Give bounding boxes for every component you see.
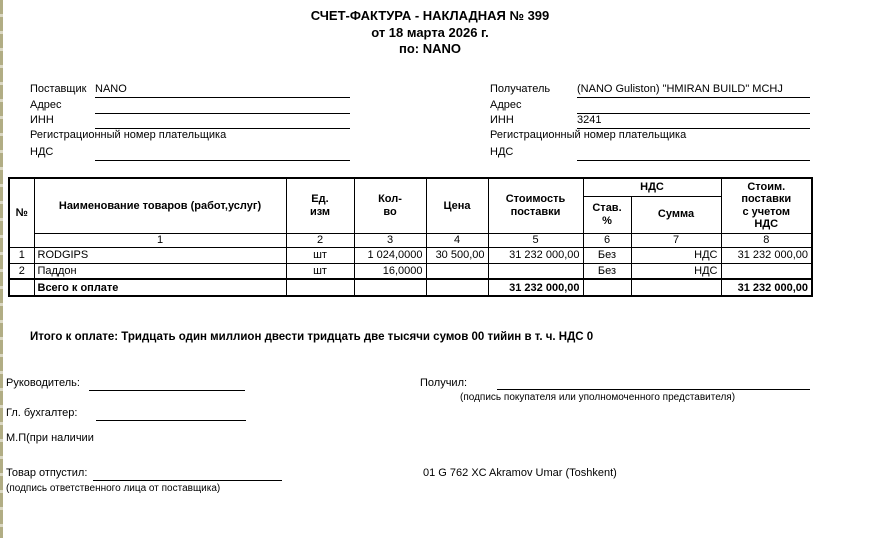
cell-qty: 16,0000 — [353, 262, 427, 280]
released-by-value: 01 G 762 XC Akramov Umar (Toshkent) — [423, 467, 617, 479]
document-title: СЧЕТ-ФАКТУРА - НАКЛАДНАЯ № 399 — [310, 8, 550, 23]
total-label: Всего к оплате — [33, 278, 287, 297]
total-cell-num — [8, 278, 35, 297]
received-note: (подпись покупателя или уполномоченного … — [460, 392, 736, 403]
supplier-address-value — [95, 99, 350, 114]
col-header-vat-group: НДС — [582, 177, 722, 197]
col-number: 7 — [630, 232, 722, 248]
released-note: (подпись ответственного лица от поставщи… — [6, 483, 221, 494]
supplier-label: Поставщик — [30, 83, 87, 95]
col-header-name: Наименование товаров (работ,услуг) — [33, 177, 287, 234]
cell-qty: 1 024,0000 — [353, 246, 427, 264]
total-cell-empty — [582, 278, 632, 297]
buyer-label: Получатель — [490, 83, 551, 95]
supplier-inn-label: ИНН — [30, 114, 54, 126]
cell-amount: 31 232 000,00 — [487, 246, 584, 264]
col-number: 3 — [353, 232, 427, 248]
cell-vat-sum: НДС — [630, 262, 722, 280]
accountant-label: Гл. бухгалтер: — [6, 407, 78, 419]
col-number: 5 — [487, 232, 584, 248]
cell-unit: шт — [285, 246, 355, 264]
col-header-total: Стоим. поставки с учетом НДС — [720, 177, 813, 234]
buyer-name-value: (NANO Guliston) "HMIRAN BUILD" MCHJ — [577, 83, 810, 98]
cell-unit: шт — [285, 262, 355, 280]
supplier-vat-value — [95, 146, 350, 161]
buyer-inn-value: 3241 — [577, 114, 810, 129]
total-amount: 31 232 000,00 — [487, 278, 584, 297]
total-cell-empty — [353, 278, 427, 297]
cell-vat-rate: Без — [582, 262, 632, 280]
received-signature-line — [497, 376, 810, 390]
column-numbering-row: 1 2 3 4 5 6 7 8 — [9, 232, 813, 248]
cell-price: 30 500,00 — [425, 246, 489, 264]
col-number: 6 — [582, 232, 632, 248]
cell-num: 2 — [8, 262, 35, 280]
supplier-vat-label: НДС — [30, 146, 54, 158]
document-date: от 18 марта 2026 г. — [371, 24, 489, 40]
cell-total: 31 232 000,00 — [720, 246, 813, 264]
title-block: СЧЕТ-ФАКТУРА - НАКЛАДНАЯ № 399 от 18 мар… — [0, 8, 860, 58]
buyer-vat-value — [577, 146, 810, 161]
goods-table: № Наименование товаров (работ,услуг) Ед.… — [8, 177, 813, 297]
supplier-inn-value — [95, 114, 350, 129]
table-row: 2 Паддон шт 16,0000 Без НДС — [8, 262, 813, 280]
col-header-amount: Стоимость поставки — [487, 177, 584, 234]
released-label: Товар отпустил: — [6, 467, 88, 479]
total-with-vat: 31 232 000,00 — [720, 278, 813, 297]
col-header-vat-sum: Сумма — [630, 195, 722, 234]
cell-total — [720, 262, 813, 280]
supplier-name-value: NANO — [95, 83, 350, 98]
accountant-signature-line — [96, 407, 246, 421]
cell-name: RODGIPS — [33, 246, 287, 264]
stamp-label: М.П(при наличии — [6, 432, 94, 444]
total-cell-empty — [630, 278, 722, 297]
cell-vat-sum: НДС — [630, 246, 722, 264]
col-header-unit: Ед. изм — [285, 177, 355, 234]
received-label: Получил: — [420, 377, 468, 389]
col-header-price: Цена — [425, 177, 489, 234]
released-signature-line — [93, 467, 282, 481]
col-number: 2 — [285, 232, 355, 248]
amount-in-words: Итого к оплате: Тридцать один миллион дв… — [30, 331, 594, 343]
supplier-reg-label: Регистрационный номер плательщика — [30, 129, 227, 141]
col-header-num: № — [8, 177, 35, 248]
total-cell-empty — [425, 278, 489, 297]
col-header-qty: Кол- во — [353, 177, 427, 234]
director-signature-line — [89, 377, 245, 391]
cell-price — [425, 262, 489, 280]
cell-name: Паддон — [33, 262, 287, 280]
col-number: 8 — [720, 232, 813, 248]
document-subject: по: NANO — [398, 41, 461, 56]
table-total-row: Всего к оплате 31 232 000,00 31 232 000,… — [8, 278, 813, 297]
buyer-address-value — [577, 99, 810, 114]
buyer-reg-label: Регистрационный номер плательщика — [490, 129, 687, 141]
buyer-vat-label: НДС — [490, 146, 514, 158]
buyer-address-label: Адрес — [490, 99, 522, 111]
cell-num: 1 — [8, 246, 35, 264]
cell-vat-rate: Без — [582, 246, 632, 264]
buyer-inn-label: ИНН — [490, 114, 514, 126]
col-number: 4 — [425, 232, 489, 248]
col-number: 1 — [33, 232, 287, 248]
table-row: 1 RODGIPS шт 1 024,0000 30 500,00 31 232… — [8, 246, 813, 264]
sheet-edge-strip — [0, 0, 3, 538]
cell-amount — [487, 262, 584, 280]
supplier-address-label: Адрес — [30, 99, 62, 111]
total-cell-empty — [285, 278, 355, 297]
col-header-vat-rate: Став. % — [582, 195, 632, 234]
director-label: Руководитель: — [6, 377, 80, 389]
